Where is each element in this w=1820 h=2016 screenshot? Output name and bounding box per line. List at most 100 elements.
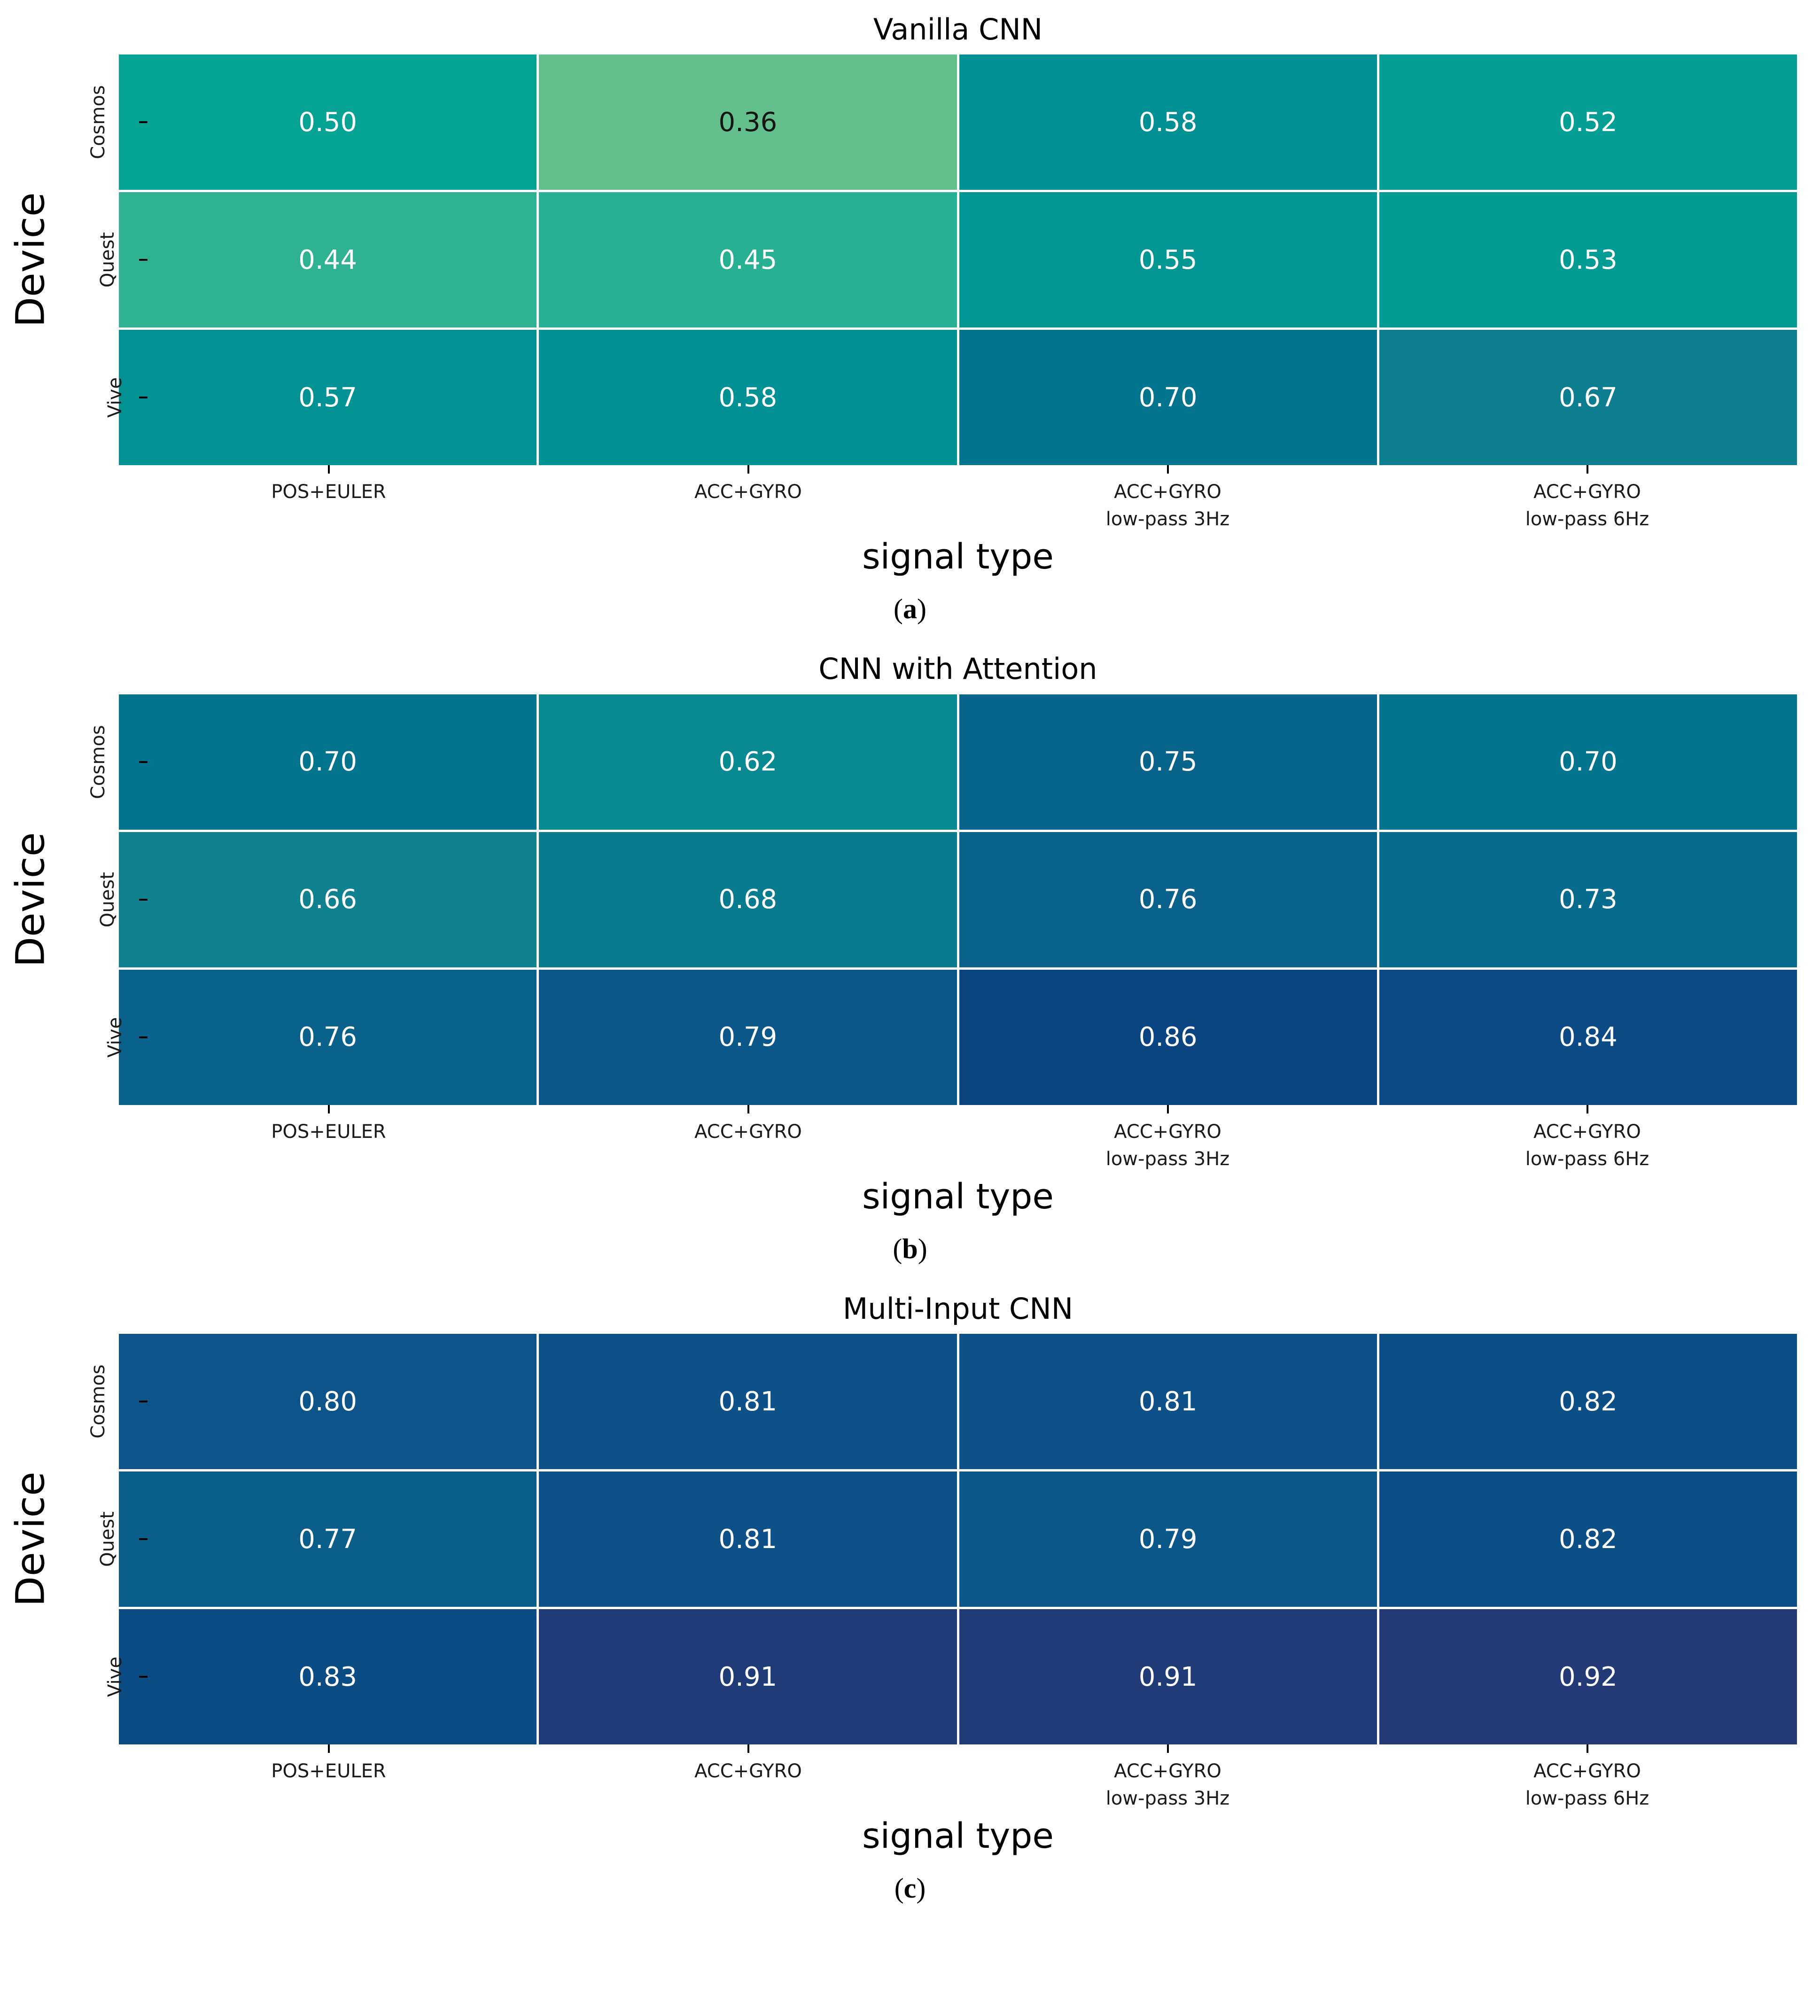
heatmap-cell: 0.50 xyxy=(119,54,537,190)
x-axis-label: signal type xyxy=(862,537,1054,577)
heatmap-figure: Vanilla CNN Device Cosmos Quest Vive 0.50 0.36… xyxy=(0,12,1820,1905)
caption-open-paren: ( xyxy=(894,593,903,625)
plot-area: Device Cosmos Quest Vive 0.50 0.36 0.58 0.52 0.4… xyxy=(0,54,1820,466)
x-tick-label-line2: low-pass 6Hz xyxy=(1525,1788,1649,1810)
heatmap-cell: 0.84 xyxy=(1379,969,1797,1105)
caption-close-paren: ) xyxy=(918,1233,927,1264)
y-tick-labels: Cosmos Quest Vive xyxy=(61,1334,148,1744)
heatmap-cell: 0.70 xyxy=(119,694,537,830)
x-tick-label: ACC+GYRO low-pass 3Hz xyxy=(1106,1758,1230,1813)
y-tick-mark xyxy=(139,1036,148,1038)
x-tick-label: ACC+GYRO low-pass 6Hz xyxy=(1525,1758,1649,1813)
y-tick-mark xyxy=(139,1401,148,1403)
caption-open-paren: ( xyxy=(894,1873,904,1904)
x-tick-label-line1: ACC+GYRO xyxy=(694,1760,802,1782)
x-tick-0: POS+EULER xyxy=(119,465,538,534)
x-tick-label-line2: low-pass 3Hz xyxy=(1105,1148,1230,1170)
x-tick-label-line1: POS+EULER xyxy=(271,481,386,503)
y-tick-mark xyxy=(139,397,148,399)
heatmap-cell: 0.76 xyxy=(119,969,537,1105)
heatmap-panel-b: CNN with Attention Device Cosmos Quest Vive 0… xyxy=(0,652,1820,1265)
row-tick-label: Vive xyxy=(104,377,126,418)
heatmap-cell: 0.70 xyxy=(959,330,1377,466)
y-axis-label-area: Device xyxy=(0,694,61,1105)
x-tick-label: ACC+GYRO xyxy=(694,1758,802,1813)
plot-area: Device Cosmos Quest Vive 0.70 0.62 0.75 0.70 0.6… xyxy=(0,694,1820,1105)
x-tick-label-line2: low-pass 3Hz xyxy=(1105,508,1230,530)
subfigure-caption: (b) xyxy=(0,1233,1820,1265)
heatmap-cell: 0.91 xyxy=(539,1609,957,1745)
y-tick-quest: Quest xyxy=(61,192,148,327)
row-tick-label: Cosmos xyxy=(87,725,109,799)
y-tick-vive: Vive xyxy=(61,330,148,465)
heatmap-cell: 0.81 xyxy=(539,1471,957,1607)
x-tick-label: ACC+GYRO low-pass 3Hz xyxy=(1106,1118,1230,1174)
y-tick-mark xyxy=(139,1538,148,1541)
x-tick-label-line1: ACC+GYRO xyxy=(1114,1121,1221,1143)
y-axis-label: Device xyxy=(8,192,54,328)
x-tick-labels: POS+EULER ACC+GYRO ACC+GYRO low-pass 3Hz ACC… xyxy=(119,465,1797,534)
y-tick-quest: Quest xyxy=(61,832,148,967)
x-tick-label-line1: ACC+GYRO xyxy=(694,1121,802,1143)
row-tick-label: Quest xyxy=(96,1511,118,1567)
plot-area: Device Cosmos Quest Vive 0.80 0.81 0.81 0.82 0.7… xyxy=(0,1334,1820,1745)
heatmap-cell: 0.75 xyxy=(959,694,1377,830)
x-tick-mark xyxy=(1586,465,1588,474)
heatmap-cell: 0.66 xyxy=(119,832,537,967)
heatmap-cell: 0.44 xyxy=(119,192,537,328)
heatmap-cell: 0.92 xyxy=(1379,1609,1797,1745)
heatmap-cell: 0.73 xyxy=(1379,832,1797,967)
heatmap-cell: 0.52 xyxy=(1379,54,1797,190)
x-tick-mark xyxy=(1586,1744,1588,1753)
heatmap-cell: 0.55 xyxy=(959,192,1377,328)
x-tick-label-line2: low-pass 3Hz xyxy=(1105,1788,1230,1810)
x-tick-mark xyxy=(1586,1105,1588,1113)
x-tick-labels: POS+EULER ACC+GYRO ACC+GYRO low-pass 3Hz ACC… xyxy=(119,1744,1797,1813)
heatmap-cell: 0.76 xyxy=(959,832,1377,967)
heatmap-cell: 0.67 xyxy=(1379,330,1797,466)
chart-title: CNN with Attention xyxy=(818,652,1097,686)
y-tick-mark xyxy=(139,898,148,901)
x-tick-label-line1: ACC+GYRO xyxy=(1533,1760,1641,1782)
x-tick-label-line1: ACC+GYRO xyxy=(1533,1121,1641,1143)
heatmap-grid: 0.80 0.81 0.81 0.82 0.77 0.81 0.79 0.82 0.83 0.91… xyxy=(119,1334,1797,1745)
subfigure-caption: (a) xyxy=(0,593,1820,625)
chart-title: Vanilla CNN xyxy=(873,12,1043,47)
x-tick-label-line2: low-pass 6Hz xyxy=(1525,508,1649,530)
x-tick-mark xyxy=(327,1744,330,1753)
heatmap-cell: 0.70 xyxy=(1379,694,1797,830)
heatmap-cell: 0.79 xyxy=(959,1471,1377,1607)
y-tick-cosmos: Cosmos xyxy=(61,54,148,190)
x-tick-mark xyxy=(747,1105,749,1113)
y-tick-labels: Cosmos Quest Vive xyxy=(61,54,148,465)
y-tick-cosmos: Cosmos xyxy=(61,1334,148,1469)
x-tick-1: ACC+GYRO xyxy=(538,465,958,534)
heatmap-grid: 0.70 0.62 0.75 0.70 0.66 0.68 0.76 0.73 0.76 0.79… xyxy=(119,694,1797,1105)
y-tick-mark xyxy=(139,1676,148,1678)
y-axis-label-area: Device xyxy=(0,54,61,465)
heatmap-cell: 0.68 xyxy=(539,832,957,967)
x-tick-label-line1: ACC+GYRO xyxy=(1114,481,1221,503)
caption-letter: c xyxy=(903,1873,917,1904)
caption-close-paren: ) xyxy=(917,593,926,625)
x-tick-label-line1: POS+EULER xyxy=(271,1121,386,1143)
x-tick-label: POS+EULER xyxy=(271,1758,386,1813)
x-tick-2: ACC+GYRO low-pass 3Hz xyxy=(958,465,1377,534)
x-tick-mark xyxy=(747,465,749,474)
row-tick-label: Cosmos xyxy=(87,85,109,160)
x-tick-mark xyxy=(1167,1105,1169,1113)
row-tick-label: Vive xyxy=(104,1017,126,1058)
subfigure-caption: (c) xyxy=(0,1872,1820,1905)
x-tick-label-line2: low-pass 6Hz xyxy=(1525,1148,1649,1170)
y-tick-mark xyxy=(139,121,148,124)
x-tick-label-line1: ACC+GYRO xyxy=(1533,481,1641,503)
heatmap-cell: 0.58 xyxy=(539,330,957,466)
x-tick-3: ACC+GYRO low-pass 6Hz xyxy=(1377,465,1797,534)
caption-open-paren: ( xyxy=(893,1233,902,1264)
x-tick-mark xyxy=(327,465,330,474)
x-tick-mark xyxy=(327,1105,330,1113)
x-axis-label: signal type xyxy=(862,1816,1054,1857)
heatmap-cell: 0.77 xyxy=(119,1471,537,1607)
x-tick-label: ACC+GYRO low-pass 3Hz xyxy=(1106,478,1230,534)
x-tick-1: ACC+GYRO xyxy=(538,1105,958,1174)
